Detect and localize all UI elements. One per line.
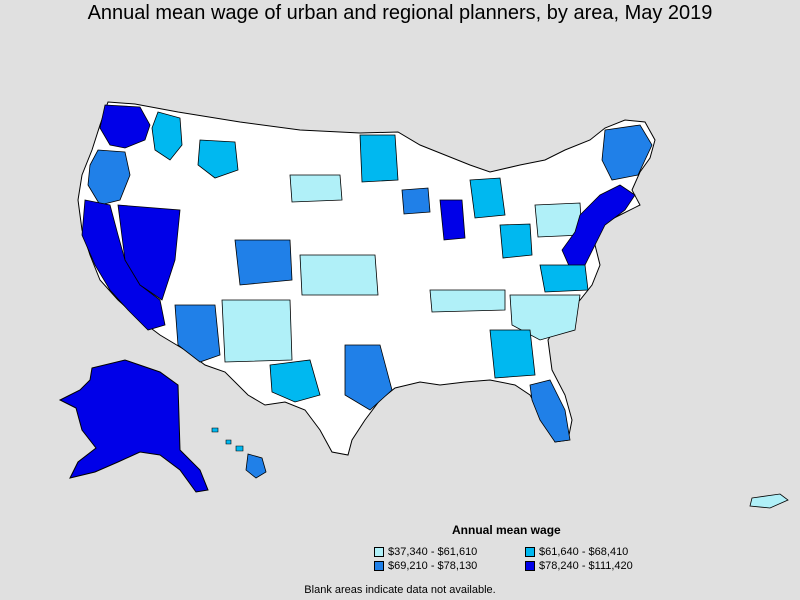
wisconsin-south (401, 187, 431, 215)
kansas (299, 254, 379, 296)
legend-item-3: $69,210 - $78,130 (374, 560, 477, 572)
legend-item-2: $61,640 - $68,410 (525, 546, 628, 558)
nebraska-west (289, 174, 343, 203)
new-england (601, 124, 653, 181)
legend-item-4: $78,240 - $111,420 (525, 560, 633, 572)
legend-swatch-4 (525, 561, 535, 571)
montana-west (197, 139, 239, 179)
virginia (539, 264, 589, 293)
northeast-corridor (561, 184, 636, 269)
oregon-west (87, 149, 131, 206)
legend-swatch-1 (374, 547, 384, 557)
legend-swatch-2 (525, 547, 535, 557)
hawaii-small-islands (211, 427, 244, 452)
new-mexico (221, 299, 293, 363)
legend-item-1: $37,340 - $61,610 (374, 546, 477, 558)
hawaii-big-island (245, 453, 267, 479)
georgia (489, 329, 536, 379)
map-title: Annual mean wage of urban and regional p… (87, 2, 713, 24)
legend-label-2: $61,640 - $68,410 (539, 546, 629, 558)
washington-west (99, 104, 151, 149)
colorado-front-range (234, 239, 293, 286)
tennessee (429, 289, 506, 313)
footnote: Blank areas indicate data not available. (304, 584, 496, 596)
texas-east (344, 344, 393, 411)
puerto-rico (749, 493, 789, 509)
arizona (174, 304, 221, 363)
legend-label-4: $78,240 - $111,420 (539, 560, 633, 572)
michigan (469, 177, 506, 219)
florida-south (529, 379, 571, 443)
illinois-chicago (439, 199, 466, 241)
idaho-north (151, 111, 183, 161)
legend-title: Annual mean wage (452, 523, 561, 537)
legend-label-1: $37,340 - $61,610 (388, 546, 478, 558)
nevada (117, 204, 181, 301)
ohio (499, 223, 533, 259)
legend-swatch-3 (374, 561, 384, 571)
minnesota (359, 134, 399, 183)
texas-west (269, 359, 321, 403)
carolinas (509, 294, 581, 341)
alaska (58, 359, 209, 493)
legend-label-3: $69,210 - $78,130 (388, 560, 478, 572)
california-coast (81, 199, 166, 331)
